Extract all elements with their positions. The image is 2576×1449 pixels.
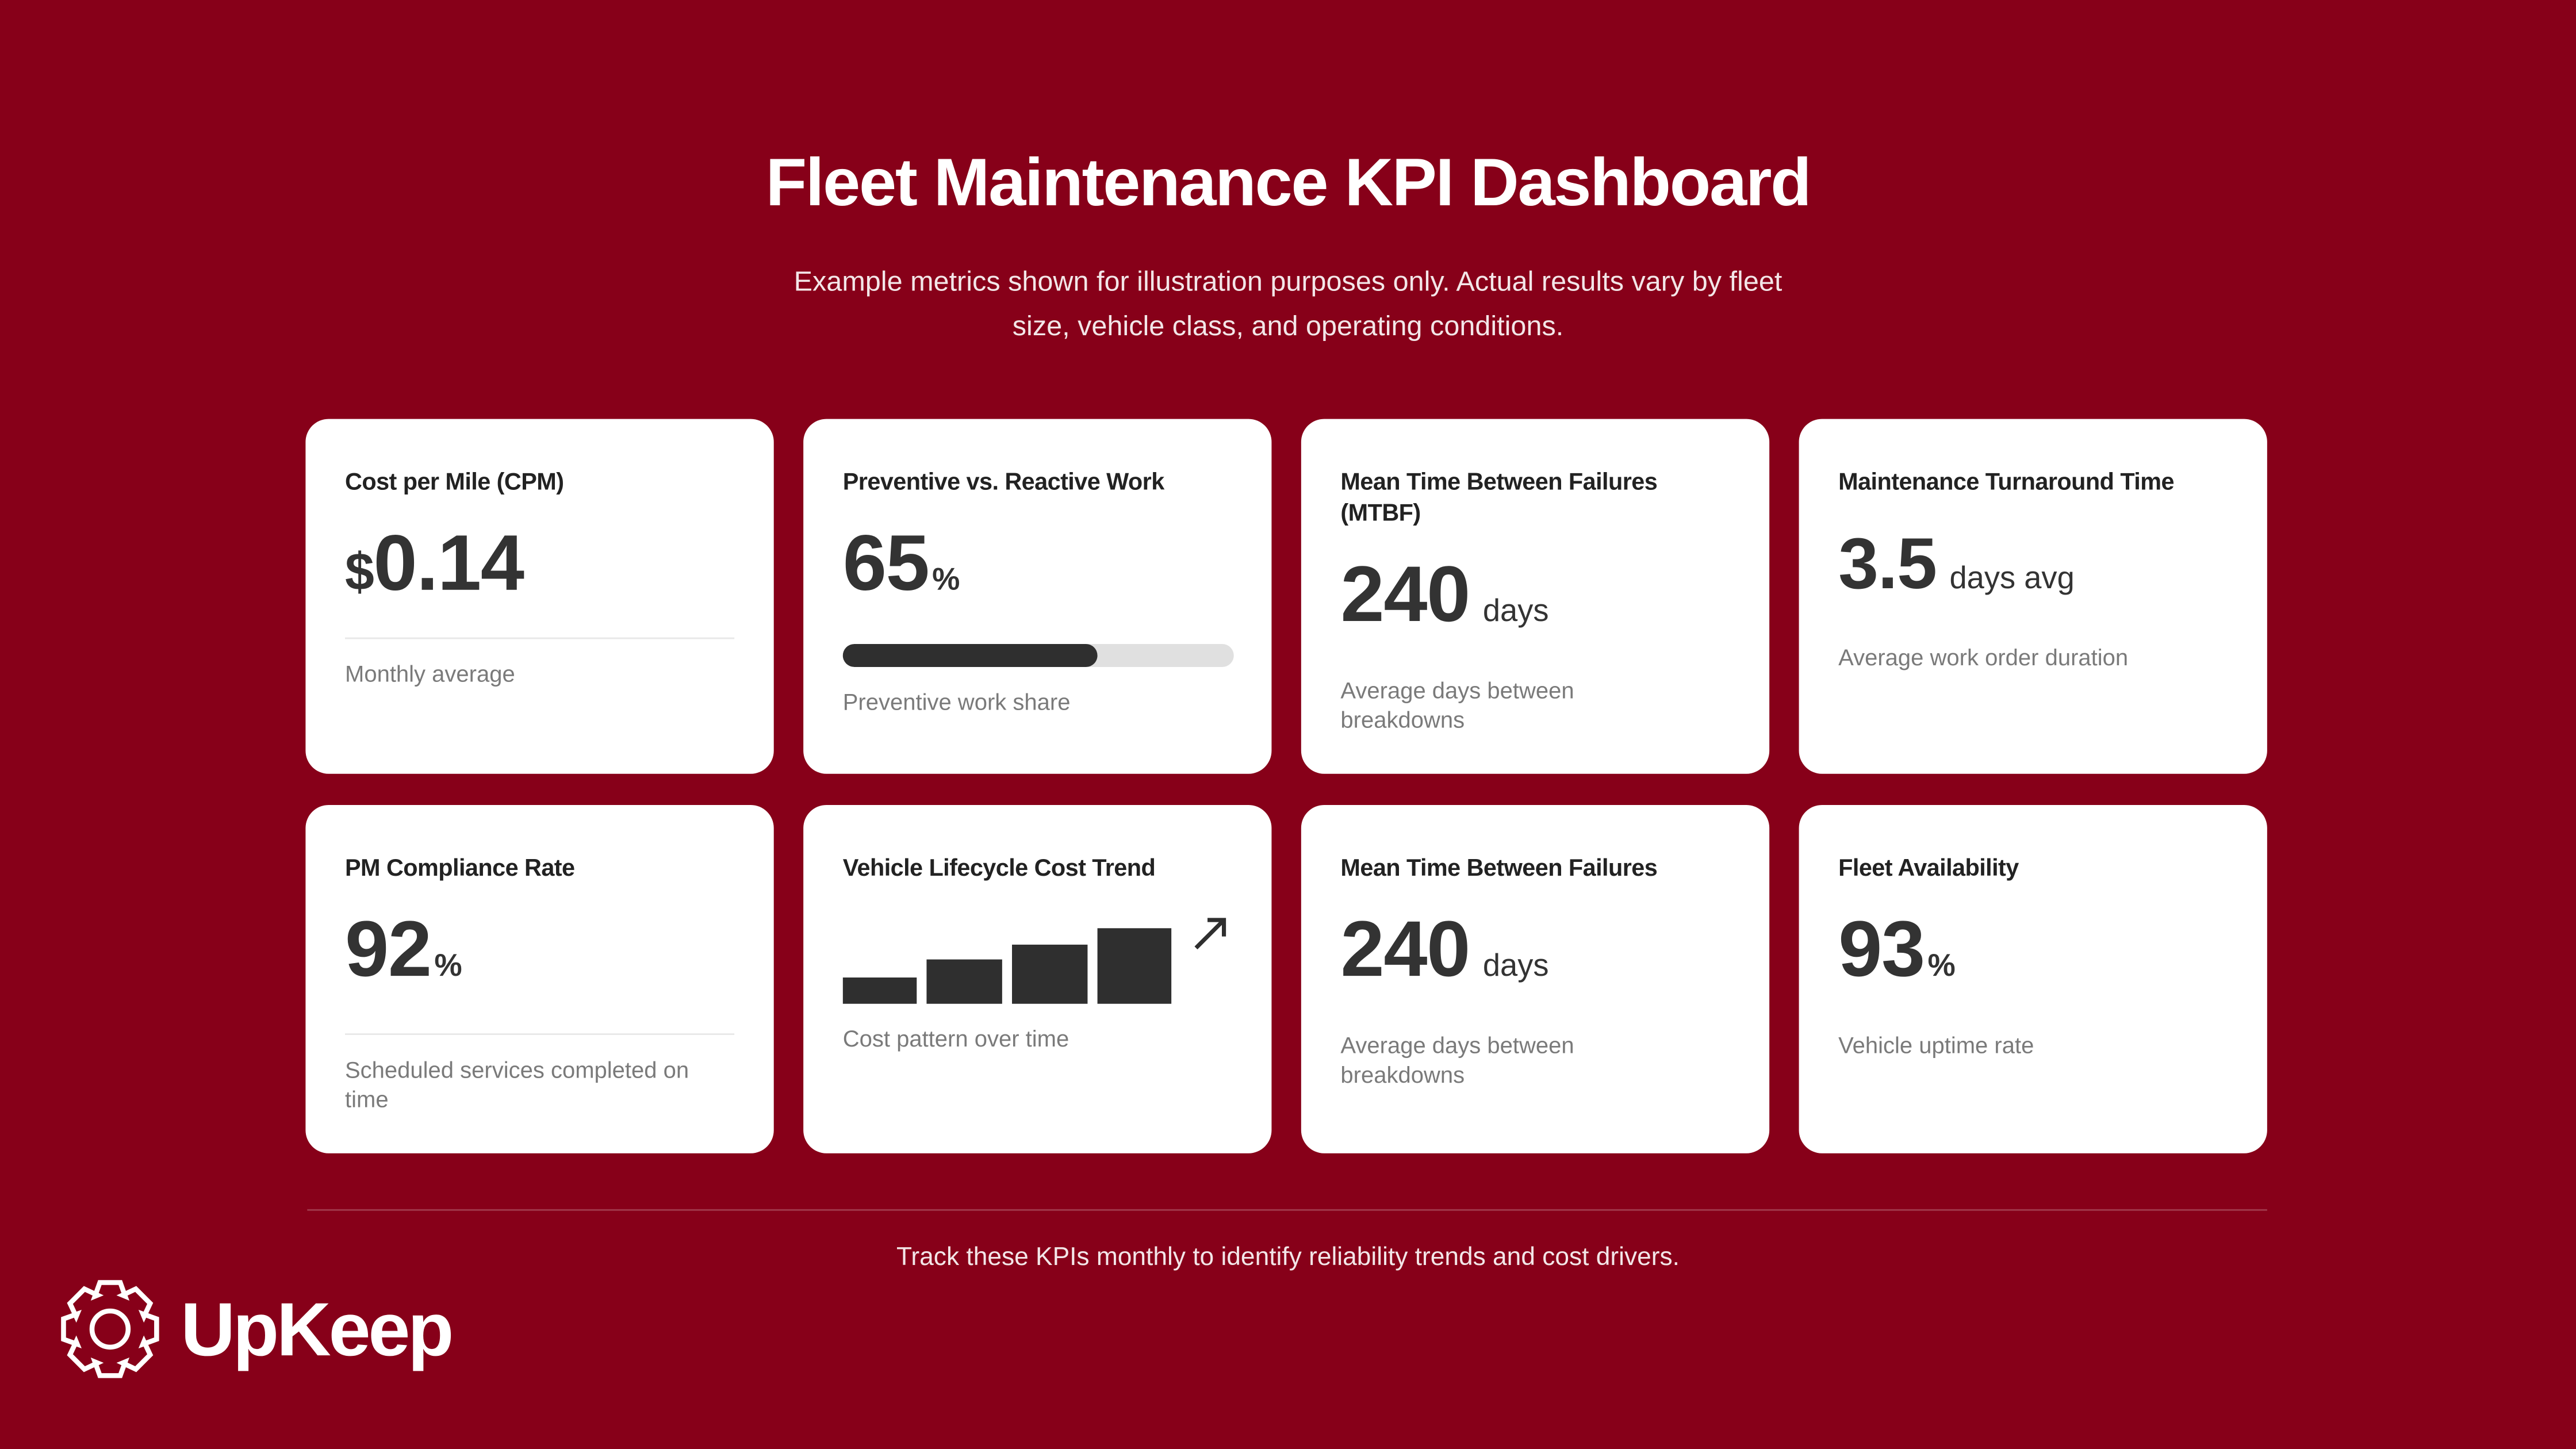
prefix: $ xyxy=(345,542,374,601)
trend-bar xyxy=(1012,944,1088,1004)
number: 240 xyxy=(1340,907,1470,994)
trend-bar xyxy=(1097,928,1172,1004)
footer-text: Track these KPIs monthly to identify rel… xyxy=(896,1243,1680,1272)
unit: days xyxy=(1482,595,1549,630)
kpi-card: Mean Time Between Failures (MTBF) 240 day… xyxy=(1301,419,1770,774)
number: 93 xyxy=(1838,907,1925,994)
unit: % xyxy=(434,949,462,984)
page-title: Fleet Maintenance KPI Dashboard xyxy=(765,144,1812,220)
unit: days avg xyxy=(1949,562,2075,597)
number: 0.14 xyxy=(373,520,524,608)
card-description: Average days between breakdowns xyxy=(1340,677,1574,733)
kpi-card: PM Compliance Rate 92% Scheduled service… xyxy=(305,805,774,1153)
divider xyxy=(345,1033,735,1035)
footer-divider xyxy=(307,1209,2267,1211)
card-description: Monthly average xyxy=(345,660,515,687)
card-title: Preventive vs. Reactive Work xyxy=(842,470,1165,496)
subtitle-line: Example metrics shown for illustration p… xyxy=(793,266,1782,298)
unit: % xyxy=(932,564,960,598)
subtitle: Example metrics shown for illustration p… xyxy=(713,259,1863,348)
trend-bar xyxy=(926,959,1002,1004)
kpi-value: 240 days xyxy=(1340,552,1730,656)
card-title: Fleet Availability xyxy=(1838,856,2019,883)
card-title: PM Compliance Rate xyxy=(345,856,575,883)
kpi-value: 3.5 days avg xyxy=(1838,523,2228,623)
kpi-card: Preventive vs. Reactive Work 65% Prevent… xyxy=(803,419,1272,774)
card-description: Average work order duration xyxy=(1838,644,2129,670)
logo-icon xyxy=(61,1280,159,1378)
kpi-card: Vehicle Lifecycle Cost Trend Cost patter… xyxy=(803,805,1272,1153)
number: 92 xyxy=(345,907,432,994)
progress-fill xyxy=(842,644,1097,667)
card-description: Cost pattern over time xyxy=(842,1025,1070,1052)
kpi-value: $0.14 xyxy=(345,520,734,615)
card-description: Average days between breakdowns xyxy=(1340,1032,1574,1088)
kpi-value: 240 days xyxy=(1340,908,1730,1010)
kpi-value: 65% xyxy=(842,520,1232,624)
progress-track xyxy=(842,644,1234,667)
gear xyxy=(61,1280,159,1378)
subtitle-line: size, vehicle class, and operating condi… xyxy=(1012,310,1564,342)
divider xyxy=(345,637,735,639)
number: 3.5 xyxy=(1838,524,1937,605)
card-title: Vehicle Lifecycle Cost Trend xyxy=(842,856,1156,883)
card-title: Mean Time Between Failures xyxy=(1340,856,1658,883)
gear-hub xyxy=(89,1308,131,1350)
card-description: Scheduled services completed on time xyxy=(345,1056,689,1113)
unit: days xyxy=(1482,949,1549,984)
logo-text: UpKeep xyxy=(181,1286,454,1372)
unit: % xyxy=(1927,949,1956,984)
kpi-card: Cost per Mile (CPM) $0.14 Monthly averag… xyxy=(305,419,774,774)
trend-icon xyxy=(842,918,1226,1004)
kpi-card: Fleet Availability 93% Vehicle uptime ra… xyxy=(1799,805,2267,1153)
number: 65 xyxy=(842,520,930,608)
card-description: Preventive work share xyxy=(842,688,1071,715)
kpi-value: 93% xyxy=(1838,908,2228,1010)
card-title: Mean Time Between Failures (MTBF) xyxy=(1340,470,1658,528)
card-title: Cost per Mile (CPM) xyxy=(345,470,564,496)
kpi-value: 92% xyxy=(345,908,734,1010)
trend-bar xyxy=(842,977,917,1004)
card-title: Maintenance Turnaround Time xyxy=(1838,470,2174,496)
number: 240 xyxy=(1340,552,1470,639)
kpi-card: Maintenance Turnaround Time 3.5 days avg … xyxy=(1799,419,2267,774)
kpi-card: Mean Time Between Failures 240 days Avera… xyxy=(1301,805,1770,1153)
card-description: Vehicle uptime rate xyxy=(1838,1032,2034,1058)
trend-arrow xyxy=(1194,918,1226,950)
